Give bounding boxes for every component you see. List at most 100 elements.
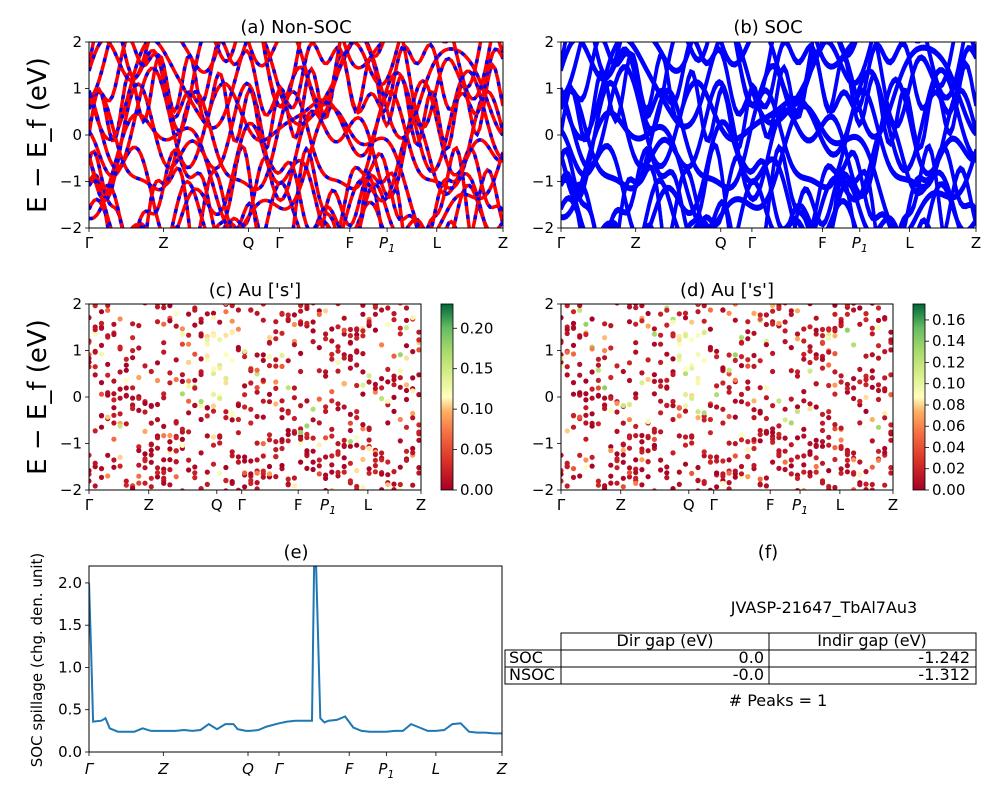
projection-dot: [397, 331, 403, 337]
projection-dot: [367, 289, 372, 294]
projection-dot: [335, 441, 341, 447]
xtick-label: P1: [379, 234, 395, 255]
projection-dot: [360, 426, 366, 432]
projection-dot: [626, 377, 633, 384]
projection-dot: [248, 458, 254, 464]
projection-dot: [161, 423, 167, 429]
projection-dot: [614, 428, 620, 434]
projection-dot: [254, 470, 260, 476]
projection-dot: [391, 353, 397, 359]
projection-dot: [564, 304, 570, 309]
projection-dot: [360, 456, 366, 463]
projection-dot: [411, 304, 414, 305]
projection-dot: [204, 311, 210, 317]
projection-dot: [285, 410, 291, 416]
projection-dot: [398, 506, 403, 511]
projection-dot: [229, 449, 235, 455]
projection-dot: [186, 359, 192, 365]
projection-dot: [379, 487, 385, 490]
projection-dot: [199, 497, 204, 502]
projection-dot: [347, 439, 353, 445]
projection-dot: [751, 437, 757, 443]
projection-dot: [738, 471, 745, 477]
projection-dot: [117, 411, 123, 417]
projection-dot: [558, 285, 563, 290]
projection-dot: [875, 424, 882, 430]
projection-dot: [298, 368, 304, 375]
projection-dot: [621, 290, 626, 295]
projection-dot: [875, 355, 882, 361]
projection-dot: [360, 328, 366, 334]
projection-dot: [714, 383, 720, 389]
projection-dot: [851, 262, 856, 267]
projection-dot: [98, 424, 105, 430]
projection-dot: [273, 401, 279, 407]
projection-dot: [707, 459, 714, 465]
xtick-label: L: [905, 234, 914, 252]
projection-dot: [726, 470, 732, 476]
projection-dot: [366, 466, 372, 472]
projection-dot: [590, 235, 595, 240]
projection-dot: [204, 353, 210, 359]
projection-dot: [745, 453, 751, 460]
projection-dot: [179, 391, 185, 397]
projection-dot: [416, 287, 421, 292]
projection-dot: [620, 420, 626, 426]
projection-dot: [179, 341, 185, 347]
projection-dot: [379, 376, 385, 382]
projection-dot: [204, 337, 210, 343]
projection-dot: [621, 279, 626, 284]
projection-dot: [670, 403, 676, 409]
projection-dot: [404, 531, 409, 536]
projection-dot: [254, 457, 260, 463]
xtick-label: P1: [320, 496, 336, 517]
title-e: (e): [283, 542, 308, 563]
projection-dot: [763, 430, 770, 436]
projection-dot: [285, 316, 291, 322]
projection-dot: [757, 410, 763, 416]
projection-dot: [608, 407, 614, 413]
projection-dot: [695, 464, 701, 471]
projection-dot: [105, 307, 111, 313]
projection-dot: [210, 434, 217, 440]
projection-dot: [192, 511, 197, 516]
band-line: [561, 42, 976, 139]
projection-dot: [807, 563, 812, 568]
projection-dot: [416, 437, 421, 443]
projection-dot: [845, 494, 850, 499]
projection-dot: [235, 344, 241, 351]
projection-dot: [368, 304, 370, 305]
projection-dot: [782, 304, 788, 306]
projection-dot: [826, 382, 832, 389]
projection-dot: [117, 423, 123, 429]
projection-dot: [267, 237, 272, 242]
projection-dot: [763, 415, 770, 422]
projection-dot: [329, 326, 335, 332]
projection-dot: [410, 415, 416, 421]
projection-dot: [639, 304, 645, 309]
projection-dot: [602, 355, 608, 361]
projection-dot: [738, 399, 745, 405]
projection-dot: [633, 340, 639, 346]
projection-dot: [148, 452, 154, 458]
projection-dot: [794, 308, 801, 314]
projection-dot: [86, 291, 91, 296]
projection-dot: [658, 311, 664, 317]
projection-dot: [397, 375, 403, 381]
projection-dot: [372, 304, 378, 308]
projection-dot: [745, 385, 751, 391]
projection-dot: [564, 330, 570, 337]
projection-dot: [310, 459, 316, 465]
projection-dot: [726, 352, 732, 358]
projection-dot: [763, 321, 770, 328]
projection-dot: [179, 426, 185, 432]
projection-dot: [223, 304, 229, 306]
projection-dot: [851, 304, 857, 306]
projection-dot: [577, 414, 583, 420]
projection-dot: [416, 470, 421, 476]
projection-dot: [142, 400, 148, 406]
projection-dot: [739, 500, 744, 505]
projection-dot: [651, 341, 658, 347]
projection-dot: [807, 324, 813, 330]
projection-dot: [254, 385, 260, 391]
